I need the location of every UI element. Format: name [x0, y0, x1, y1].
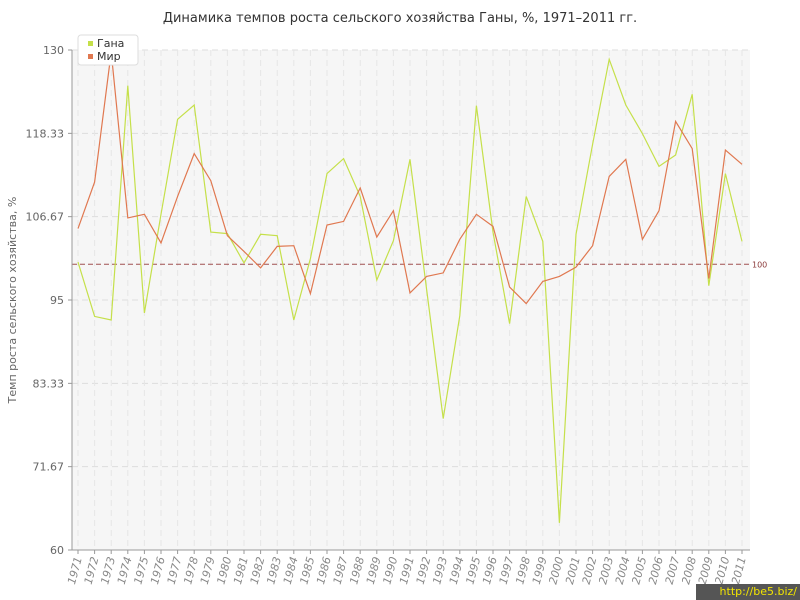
- legend-swatch: [88, 41, 93, 46]
- y-tick-label: 71.67: [33, 461, 65, 474]
- y-tick-label: 60: [50, 544, 64, 557]
- chart-title: Динамика темпов роста сельского хозяйств…: [163, 11, 637, 26]
- series-line-2: [77, 52, 743, 305]
- legend-swatch: [88, 54, 93, 59]
- y-axis-label: Темп роста сельского хозяйства, %: [6, 197, 19, 405]
- y-tick-label: 95: [50, 294, 64, 307]
- legend-label: Мир: [97, 50, 121, 63]
- grid: [72, 49, 750, 551]
- legend-label: Гана: [97, 37, 124, 50]
- y-tick-label: 106.67: [26, 211, 65, 224]
- reference-line-group: 100: [72, 260, 767, 269]
- x-tick-label: 2011: [729, 555, 749, 585]
- y-tick-label: 118.33: [26, 127, 65, 140]
- y-tick-label: 83.33: [33, 377, 65, 390]
- watermark[interactable]: http://be5.biz/: [696, 584, 800, 600]
- series-group: [77, 52, 743, 523]
- reference-line-label: 100: [752, 260, 767, 269]
- y-tick-label: 130: [43, 44, 64, 57]
- series-line-1: [77, 57, 743, 523]
